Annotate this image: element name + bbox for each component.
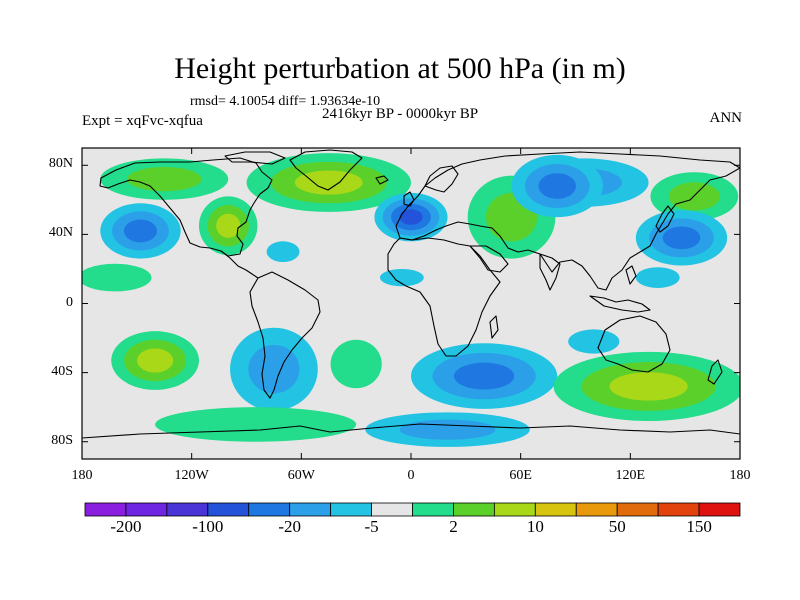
contour-region-13-level-0	[635, 267, 680, 288]
legend-label-3: -5	[364, 517, 379, 536]
lon-label-5: 120E	[615, 468, 646, 483]
legend-label-0: -200	[110, 517, 142, 536]
lat-label-3: 40S	[51, 363, 73, 379]
lat-label-2: 0	[66, 294, 73, 310]
lon-label-4: 60E	[509, 468, 532, 483]
contour-region-14-level-2	[137, 348, 174, 373]
legend-swatch-1	[125, 502, 168, 517]
rmsd-stats: rmsd= 4.10054 diff= 1.93634e-10	[190, 94, 381, 109]
legend-swatch-12	[575, 502, 618, 517]
legend-swatch-4	[248, 502, 291, 517]
contour-region-19-level-1	[399, 419, 496, 440]
contour-region-16-level-0	[155, 407, 357, 442]
coastline-philippines	[625, 265, 637, 285]
contour-region-6-level-3	[399, 209, 423, 225]
lon-label-3: 0	[407, 468, 415, 483]
contour-fill-layer	[82, 153, 740, 447]
legend-swatch-10	[493, 502, 536, 517]
legend-swatch-0	[84, 502, 127, 517]
season-label: ANN	[709, 110, 743, 126]
contour-region-4-level-0	[266, 241, 300, 263]
contour-region-3-level-2	[216, 213, 241, 238]
lat-label-0: 80N	[48, 156, 73, 172]
coastline-british-isles	[403, 191, 415, 207]
lat-label-4: 80S	[51, 432, 73, 448]
legend-label-7: 150	[686, 517, 712, 536]
coastline-arabia	[469, 245, 509, 273]
coastline-madagascar	[489, 315, 499, 339]
coastline-new-zealand	[707, 359, 723, 385]
period-label: 2416kyr BP - 0000kyr BP	[322, 106, 479, 122]
lon-label-0: 180	[71, 468, 93, 483]
legend-swatch-8	[412, 502, 454, 517]
legend-swatch-3	[207, 502, 250, 517]
legend-swatch-5	[289, 502, 332, 517]
legend-label-6: 50	[608, 517, 626, 536]
contour-region-10-level-2	[538, 173, 577, 199]
legend-swatch-11	[534, 502, 577, 517]
coastline-greenland	[289, 149, 363, 191]
coastline-australia	[597, 315, 671, 373]
coastline-arctic-islands	[224, 151, 286, 165]
coastline-south-america	[249, 271, 321, 399]
contour-region-1-level-0	[82, 263, 152, 292]
coastline-eurasia	[395, 151, 740, 291]
coastline-japan	[655, 205, 675, 233]
legend-swatch-14	[657, 502, 700, 517]
legend-swatch-13	[616, 502, 659, 517]
coastline-africa	[387, 237, 501, 357]
contour-region-0-level-2	[123, 219, 158, 243]
legend-label-5: 10	[526, 517, 544, 536]
contour-region-20-level-2	[609, 372, 688, 401]
contour-region-17-level-0	[330, 339, 382, 389]
contour-region-12-level-2	[662, 226, 701, 250]
contour-region-21-level-0	[568, 329, 620, 354]
legend-label-1: -100	[192, 517, 224, 536]
coastline-india	[539, 253, 561, 291]
lat-label-1: 40N	[48, 225, 73, 241]
contour-region-15-level-1	[248, 344, 300, 394]
coastline-iceland	[375, 175, 389, 185]
legend-swatch-9	[453, 502, 495, 517]
contour-region-18-level-2	[454, 362, 515, 390]
coastline-scandinavia	[424, 165, 459, 193]
experiment-label: Expt = xqFvc-xqfua	[82, 113, 203, 129]
legend-swatch-15	[698, 502, 741, 517]
coastline-north-america	[99, 157, 273, 257]
contour-region-5-level-2	[294, 170, 363, 195]
contour-region-2-level-1	[126, 167, 202, 192]
lon-label-6: 180	[729, 468, 751, 483]
legend-swatch-6	[330, 502, 372, 517]
axis-ticks	[81, 148, 741, 459]
coastline-indonesia	[589, 295, 651, 313]
coastline-central-america	[220, 250, 259, 279]
legend-label-4: 2	[449, 517, 458, 536]
legend-label-2: -20	[278, 517, 302, 536]
legend-swatch-7	[371, 502, 413, 517]
coastline-layer	[82, 149, 740, 439]
lon-label-2: 60W	[287, 468, 315, 483]
map-title: Height perturbation at 500 hPa (in m)	[174, 52, 626, 85]
color-legend	[84, 502, 741, 517]
coastline-antarctica	[82, 423, 740, 439]
legend-swatch-2	[166, 502, 209, 517]
lon-label-1: 120W	[174, 468, 209, 483]
